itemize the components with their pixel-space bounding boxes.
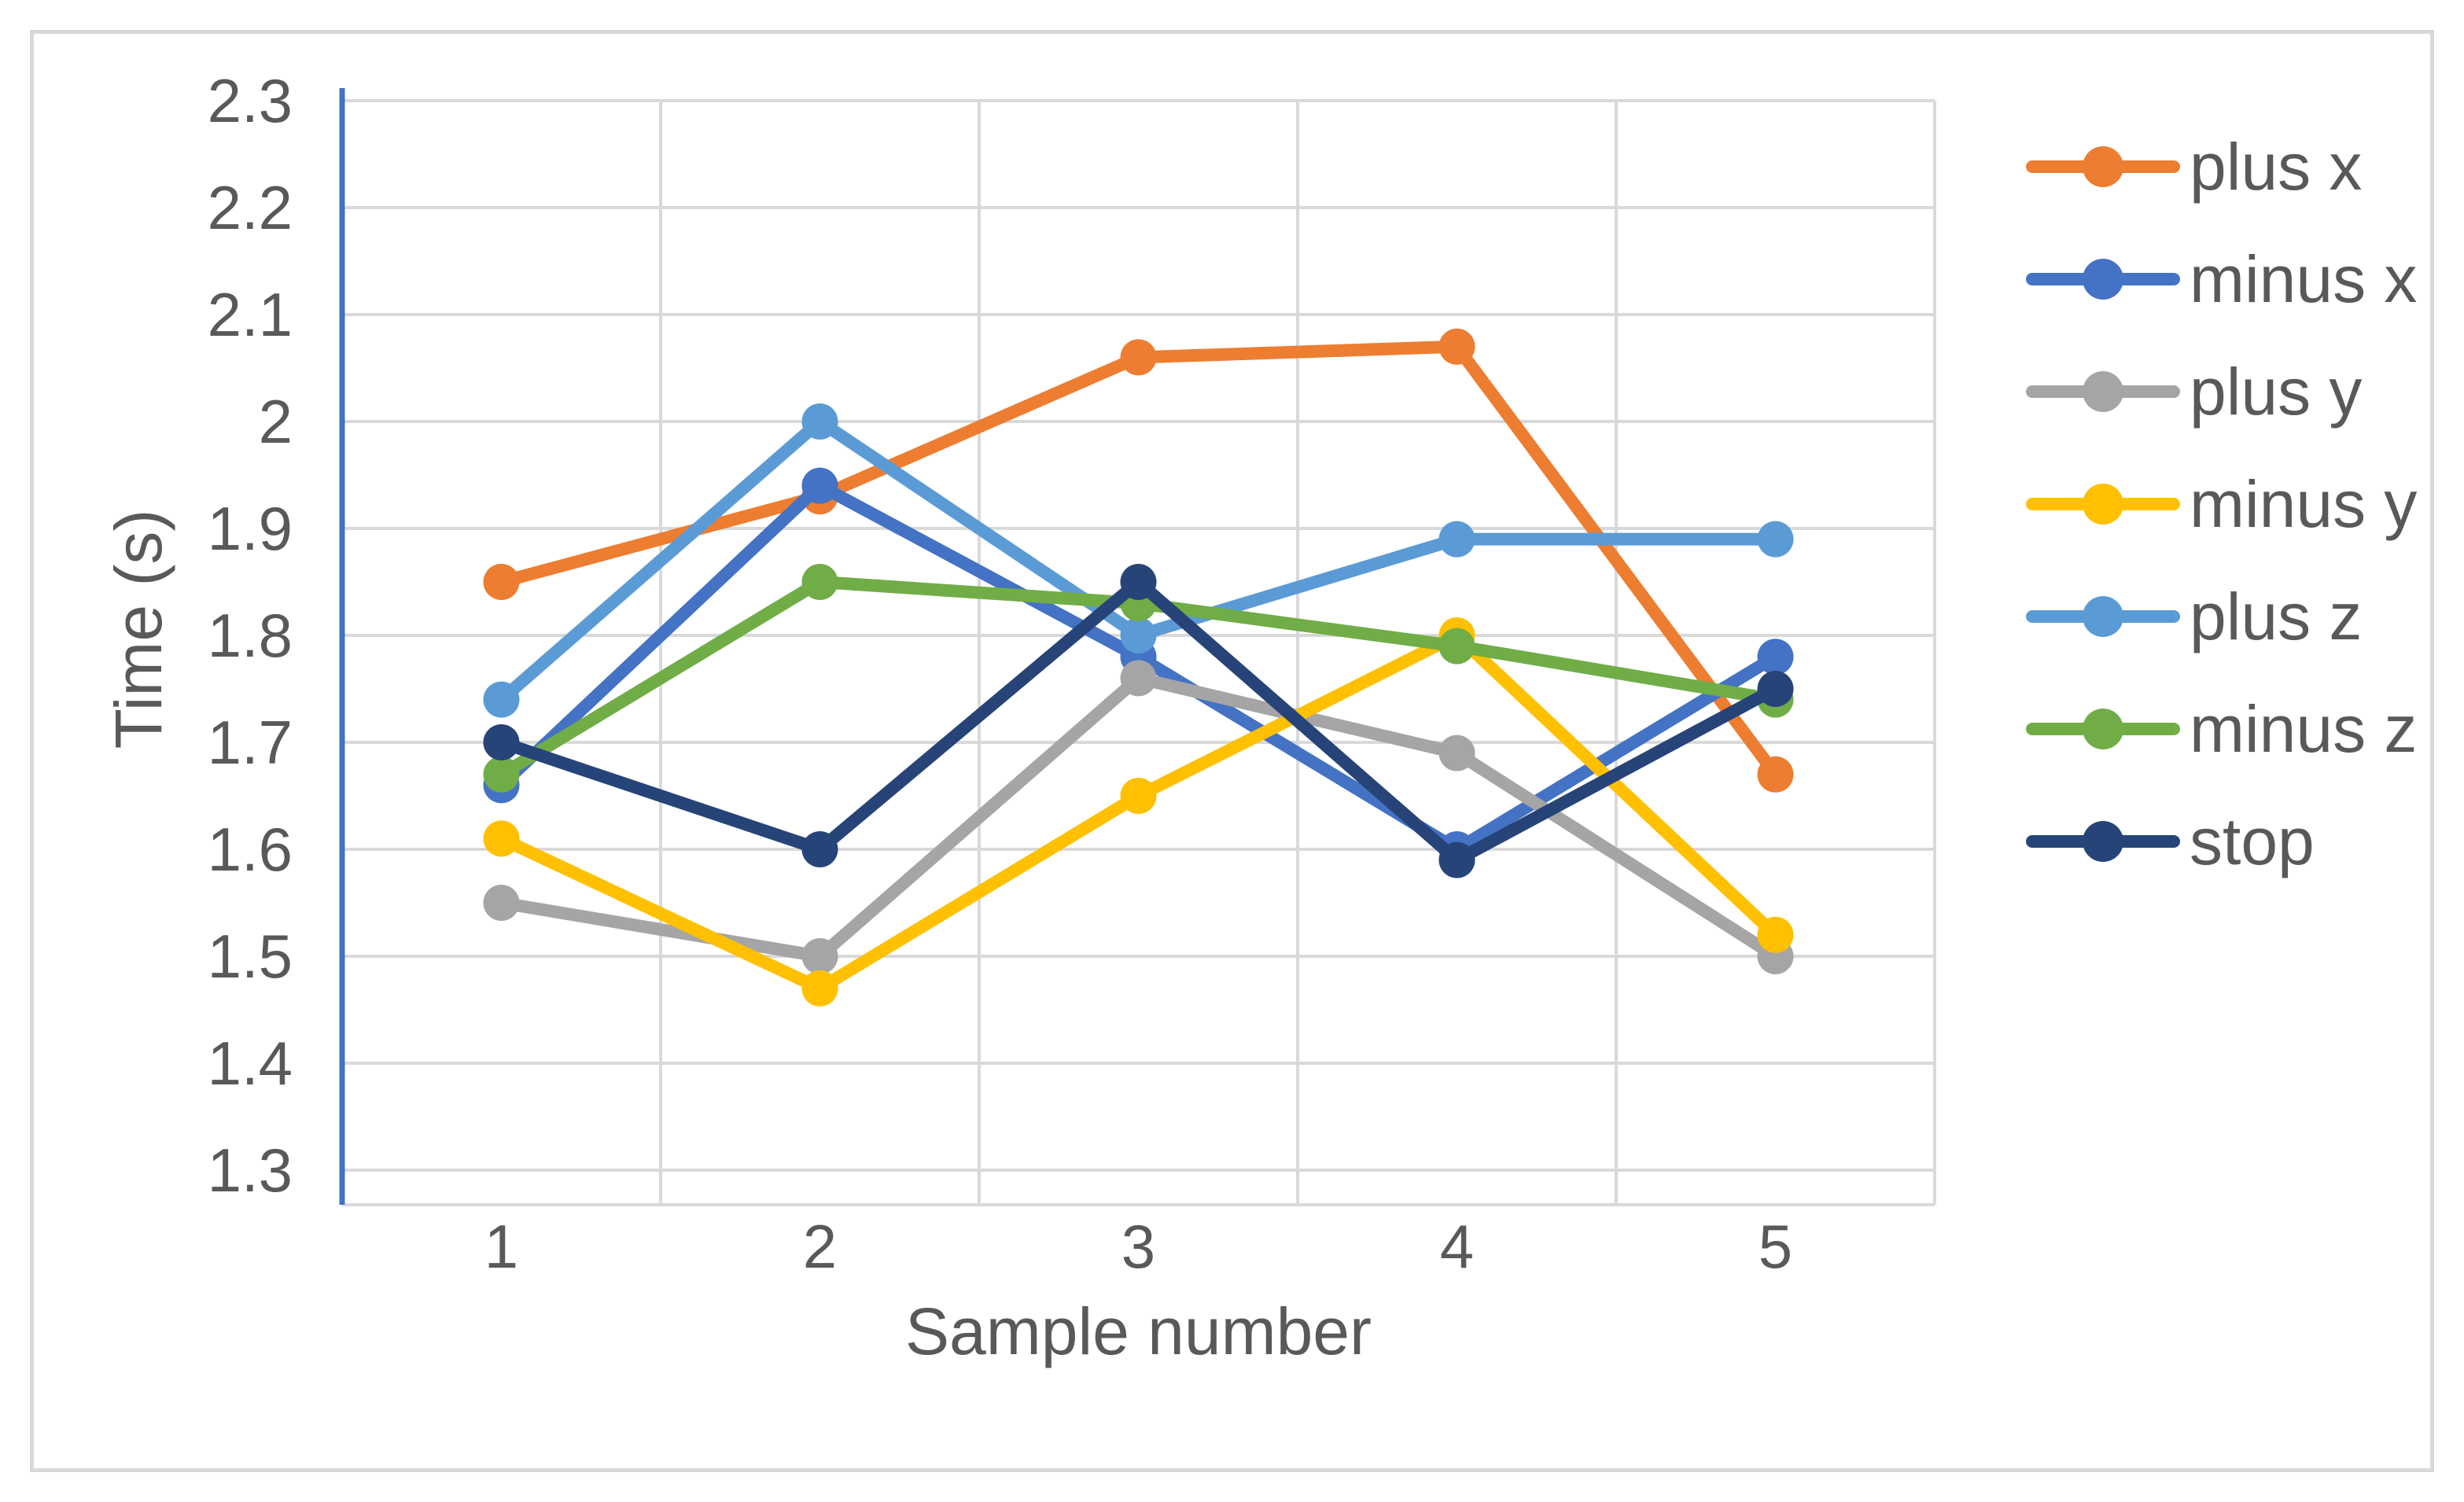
- data-point-plus-y-2: [801, 938, 838, 974]
- y-tick-label: 1.9: [208, 494, 293, 563]
- legend-item-plus-x: plus x: [2026, 130, 2362, 204]
- legend-marker-plus-y: [2083, 371, 2123, 412]
- y-tick-label: 1.4: [208, 1029, 293, 1098]
- data-point-stop-3: [1120, 564, 1157, 600]
- y-tick-label: 2.3: [208, 66, 293, 135]
- data-point-minus-y-1: [483, 820, 520, 857]
- gridlines: [342, 99, 1936, 1206]
- y-tick-label: 2: [259, 387, 293, 456]
- data-point-minus-z-2: [801, 564, 838, 600]
- legend-label-minus-x: minus x: [2190, 242, 2417, 316]
- data-point-stop-5: [1757, 671, 1794, 707]
- data-point-stop-1: [483, 724, 520, 760]
- y-tick-label: 1.3: [208, 1136, 293, 1205]
- data-point-plus-x-4: [1438, 328, 1475, 365]
- legend-item-minus-x: minus x: [2026, 242, 2417, 316]
- series-plus-z: [483, 403, 1794, 718]
- series-minus-z: [483, 564, 1794, 793]
- x-axis-title: Sample number: [905, 1294, 1372, 1368]
- x-tick-label: 5: [1759, 1212, 1792, 1281]
- y-axis-title: Time (s): [101, 510, 175, 749]
- data-point-stop-2: [801, 831, 838, 867]
- series-plot: [483, 328, 1794, 1007]
- legend: plus x minus x plus y minus y plus z minus z s…: [2026, 130, 2417, 878]
- y-tick-label: 1.5: [208, 922, 293, 991]
- y-tick-label: 1.6: [208, 815, 293, 884]
- legend-label-plus-z: plus z: [2190, 580, 2362, 653]
- data-point-minus-x-5: [1757, 639, 1794, 676]
- legend-label-plus-y: plus y: [2190, 355, 2362, 429]
- legend-item-plus-z: plus z: [2026, 580, 2362, 653]
- x-tick-label: 4: [1440, 1212, 1474, 1281]
- legend-label-plus-x: plus x: [2190, 130, 2362, 204]
- series-line-plus-x: [495, 340, 1782, 781]
- legend-marker-plus-x: [2083, 146, 2123, 187]
- legend-item-stop: stop: [2026, 804, 2315, 878]
- x-tick-label: 2: [803, 1212, 837, 1281]
- data-point-minus-y-2: [801, 970, 838, 1007]
- data-point-minus-y-3: [1120, 778, 1157, 814]
- data-point-minus-y-5: [1757, 916, 1794, 953]
- data-point-plus-z-5: [1757, 521, 1794, 558]
- series-stop: [483, 564, 1794, 878]
- x-tick-label: 3: [1122, 1212, 1155, 1281]
- data-point-plus-z-1: [483, 681, 520, 718]
- legend-marker-minus-x: [2083, 259, 2123, 300]
- legend-item-plus-y: plus y: [2026, 355, 2362, 429]
- data-point-minus-z-4: [1438, 628, 1475, 664]
- legend-marker-stop: [2083, 821, 2123, 862]
- data-point-minus-x-2: [801, 467, 838, 504]
- x-tick-label: 1: [484, 1212, 518, 1281]
- data-point-minus-z-1: [483, 756, 520, 793]
- series-line-plus-y: [495, 672, 1782, 963]
- data-point-plus-z-3: [1120, 617, 1157, 653]
- tick-labels: 2.3 2.2 2.1 2 1.9 1.8 1.7 1.6 1.5 1.4 1.3 1 2 3 4 5: [208, 66, 1793, 1281]
- series-plus-x: [483, 328, 1794, 793]
- data-point-plus-z-2: [801, 403, 838, 440]
- data-point-plus-x-5: [1757, 756, 1794, 793]
- data-point-plus-z-4: [1438, 521, 1475, 558]
- y-tick-label: 2.1: [208, 280, 293, 349]
- legend-marker-minus-y: [2083, 484, 2123, 525]
- data-point-stop-4: [1438, 841, 1475, 878]
- data-point-plus-x-3: [1120, 339, 1157, 376]
- legend-label-minus-y: minus y: [2190, 467, 2417, 541]
- y-tick-label: 2.2: [208, 173, 293, 242]
- legend-item-minus-z: minus z: [2026, 692, 2417, 766]
- legend-marker-minus-z: [2083, 709, 2123, 749]
- legend-label-stop: stop: [2190, 804, 2315, 878]
- data-point-plus-y-1: [483, 885, 520, 921]
- data-point-plus-y-3: [1120, 660, 1157, 697]
- y-tick-label: 1.8: [208, 601, 293, 670]
- legend-item-minus-y: minus y: [2026, 467, 2417, 541]
- data-point-plus-y-4: [1438, 734, 1475, 771]
- legend-label-minus-z: minus z: [2190, 692, 2417, 766]
- legend-marker-plus-z: [2083, 596, 2123, 637]
- data-point-plus-x-1: [483, 564, 520, 600]
- y-tick-label: 1.7: [208, 708, 293, 777]
